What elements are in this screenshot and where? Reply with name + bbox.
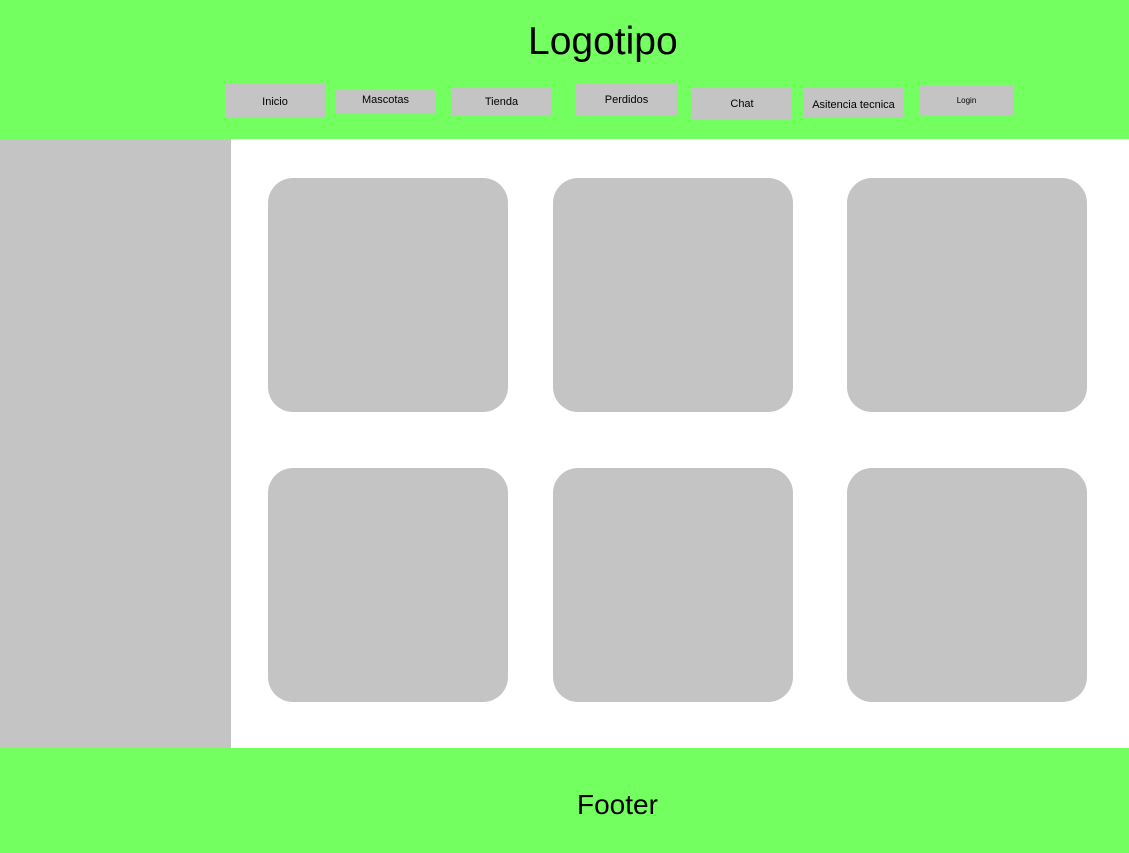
content-card-3[interactable]: [847, 178, 1087, 412]
content-card-4[interactable]: [268, 468, 508, 702]
nav-login-button[interactable]: Login: [920, 86, 1013, 116]
nav-perdidos-button[interactable]: Perdidos: [576, 84, 677, 116]
content-card-1[interactable]: [268, 178, 508, 412]
content-card-6[interactable]: [847, 468, 1087, 702]
nav-asistencia-tecnica-button[interactable]: Asitencia tecnica: [803, 87, 904, 118]
nav-mascotas-button[interactable]: Mascotas: [335, 89, 436, 113]
nav-tienda-button[interactable]: Tienda: [451, 87, 552, 116]
header: Logotipo Inicio Mascotas Tienda Perdidos…: [0, 0, 1129, 139]
nav-inicio-button[interactable]: Inicio: [225, 83, 325, 117]
nav-chat-button[interactable]: Chat: [692, 87, 792, 119]
content-card-5[interactable]: [553, 468, 793, 702]
footer: Footer: [0, 748, 1129, 853]
sidebar: [0, 139, 231, 748]
logo[interactable]: Logotipo: [528, 20, 678, 63]
content-card-2[interactable]: [553, 178, 793, 412]
footer-text: Footer: [577, 789, 658, 820]
